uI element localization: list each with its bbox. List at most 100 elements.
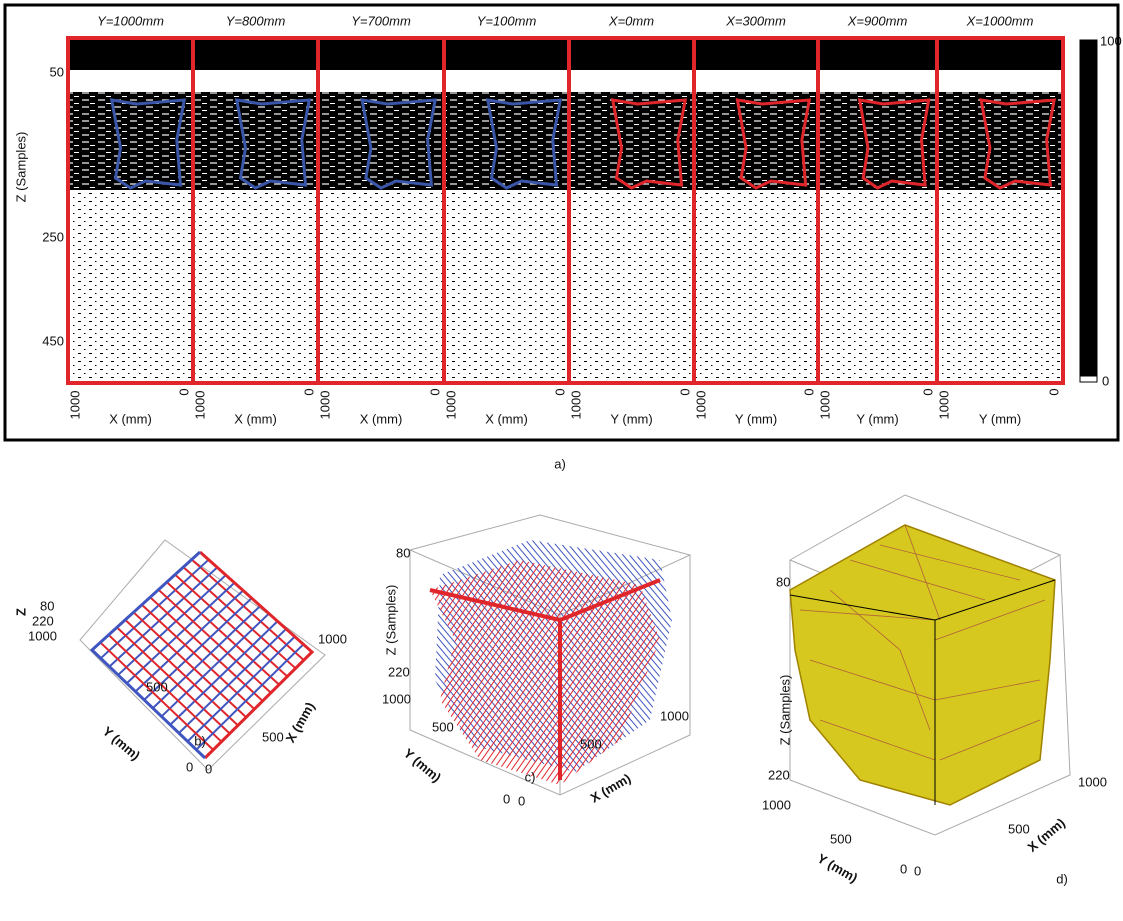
caption: b) (194, 733, 206, 748)
x-axis-label: X (mm) (283, 700, 318, 746)
radargram-band (444, 92, 569, 190)
x-tick-label: 0 (518, 793, 525, 808)
radargram-noise (818, 190, 937, 383)
y-tick-label: 0 (900, 861, 907, 876)
axis-label: Y (mm) (735, 411, 777, 426)
axis-end: 0 (1046, 388, 1061, 395)
axis-end: 0 (427, 388, 442, 395)
colorbar-low (1080, 376, 1097, 382)
axis-end: 0 (920, 388, 935, 395)
x-tick-label: 0 (914, 863, 921, 878)
colorbar-tick-label: 100 (1100, 33, 1122, 48)
axis-start: 1000 (192, 391, 207, 420)
colorbar (1080, 40, 1097, 382)
z-axis-label: Z (Samples) (777, 675, 792, 746)
caption: a) (554, 456, 566, 471)
volume (790, 525, 1055, 805)
x-axis-label: X (mm) (588, 771, 634, 806)
z-tick-label: 450 (42, 333, 64, 348)
blue-profile (188, 637, 295, 742)
axis-end: 0 (801, 388, 816, 395)
section-title: X=1000mm (966, 13, 1034, 28)
radargram-top (569, 38, 694, 70)
page: Y=1000mm10000X (mm)Y=800mm10000X (mm)Y=7… (0, 0, 1123, 921)
radargram-band (318, 92, 444, 190)
radargram-top (193, 38, 318, 70)
x-tick-label: 1000 (318, 631, 347, 646)
radargram-top (694, 38, 818, 70)
y-tick-label: 1000 (28, 628, 57, 643)
radargram-top (68, 38, 193, 70)
radargram-band (818, 92, 937, 190)
axis-end: 0 (552, 388, 567, 395)
axis-end: 0 (677, 388, 692, 395)
radargram-noise (694, 190, 818, 383)
axis-end: 0 (301, 388, 316, 395)
z-tick-label: 220 (388, 664, 410, 679)
z-axis-label: Z (Samples) (383, 585, 398, 656)
y-tick-label: 500 (146, 679, 168, 694)
x-tick-label: 500 (262, 729, 284, 744)
x-axis-label: X (mm) (1024, 815, 1067, 855)
section-title: X=900mm (847, 13, 908, 28)
x-tick-label: 1000 (660, 708, 689, 723)
axis-start: 1000 (443, 391, 458, 420)
axis-label: X (mm) (485, 411, 528, 426)
colorbar-tick-label: 0 (1102, 373, 1109, 388)
z-axis-label: Z (13, 608, 28, 616)
axis-label: X (mm) (360, 411, 403, 426)
radargram-noise (937, 190, 1063, 383)
z-tick-label: 220 (32, 613, 54, 628)
axis-start: 1000 (67, 391, 82, 420)
z-tick-label: 50 (50, 64, 64, 79)
section-title: Y=800mm (226, 13, 286, 28)
axis-label: Y (mm) (979, 411, 1021, 426)
axis-start: 1000 (693, 391, 708, 420)
radargram-band (694, 92, 818, 190)
radargram-noise (444, 190, 569, 383)
z-tick-label: 80 (776, 574, 790, 589)
radargram-noise (569, 190, 694, 383)
axis-label: X (mm) (234, 411, 277, 426)
radargram-band (569, 92, 694, 190)
z-tick-label: 80 (40, 598, 54, 613)
section-title: X=300mm (725, 13, 786, 28)
radargram-top (818, 38, 937, 70)
radargram-top (444, 38, 569, 70)
section-title: X=0mm (608, 13, 654, 28)
x-tick-label: 1000 (1078, 774, 1107, 789)
axis-label: X (mm) (109, 411, 152, 426)
axis-start: 1000 (936, 391, 951, 420)
panel-c (410, 515, 690, 795)
z-tick-label: 220 (768, 767, 790, 782)
y-tick-label: 1000 (762, 797, 791, 812)
y-axis-label: Y (mm) (401, 745, 444, 785)
y-axis-label: Y (mm) (100, 723, 143, 763)
panel-d (790, 495, 1070, 835)
z-tick-label: 80 (396, 545, 410, 560)
z-tick-label: 250 (42, 229, 64, 244)
x-tick-label: 500 (580, 736, 602, 751)
radargram-band (937, 92, 1063, 190)
radargram-noise (193, 190, 318, 383)
section-title: Y=1000mm (97, 13, 164, 28)
axis-start: 1000 (317, 391, 332, 420)
y-tick-label: 500 (830, 831, 852, 846)
x-tick-label: 0 (205, 761, 212, 776)
axis-start: 1000 (568, 391, 583, 420)
caption: c) (525, 769, 536, 784)
radargram-band (68, 92, 193, 190)
radargram-top (937, 38, 1063, 70)
y-tick-label: 0 (503, 791, 510, 806)
axis-label: Y (mm) (856, 411, 898, 426)
radargram-band (193, 92, 318, 190)
section-title: Y=100mm (477, 13, 537, 28)
caption: d) (1056, 871, 1068, 886)
y-tick-label: 500 (432, 719, 454, 734)
axis-end: 0 (176, 388, 191, 395)
axis-label: Y (mm) (610, 411, 652, 426)
y-axis-label: Y (mm) (815, 851, 860, 886)
z-axis-label: Z (Samples) (13, 132, 28, 203)
radargram-top (318, 38, 444, 70)
section-title: Y=700mm (351, 13, 411, 28)
